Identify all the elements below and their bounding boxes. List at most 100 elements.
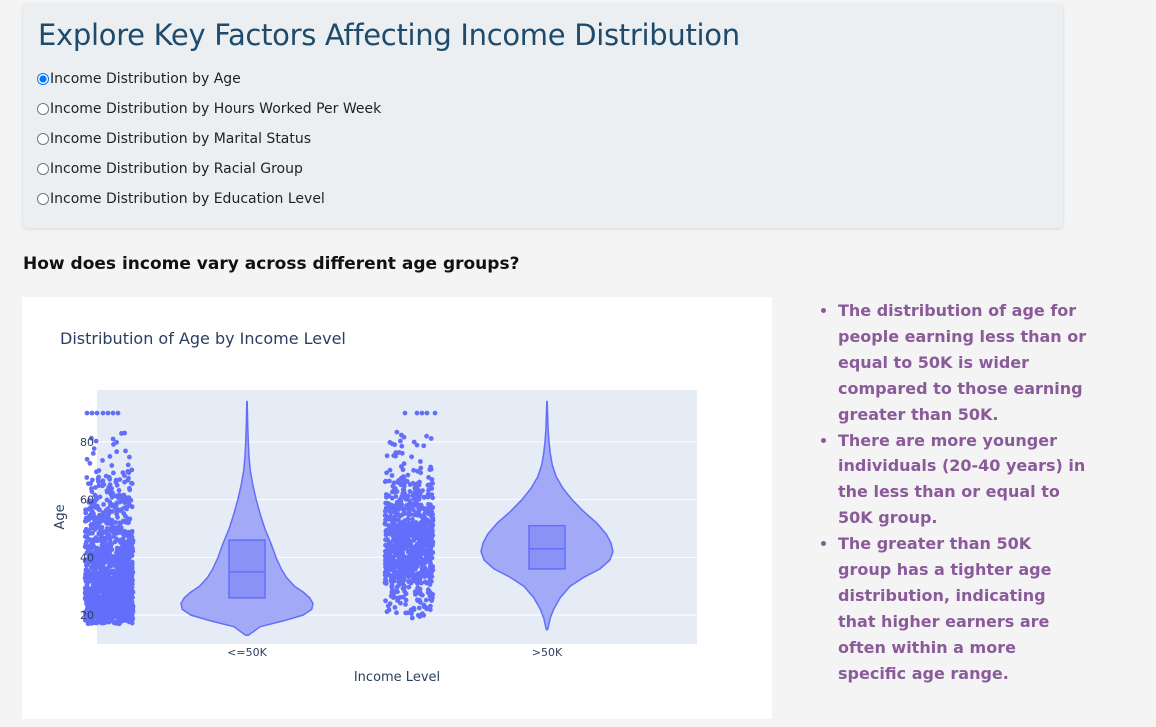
data-point bbox=[89, 486, 94, 491]
data-point bbox=[103, 473, 109, 479]
radio-option-age[interactable]: Income Distribution by Age bbox=[37, 69, 241, 89]
data-point bbox=[99, 598, 105, 604]
data-point bbox=[127, 550, 133, 556]
radio-option-hours[interactable]: Income Distribution by Hours Worked Per … bbox=[37, 99, 381, 119]
data-point bbox=[393, 512, 399, 518]
data-point bbox=[95, 612, 101, 618]
data-point bbox=[122, 562, 128, 568]
data-point bbox=[127, 454, 132, 460]
data-point bbox=[420, 563, 425, 569]
data-point bbox=[403, 597, 409, 603]
data-point bbox=[401, 478, 406, 484]
radio-button-age[interactable] bbox=[37, 73, 49, 85]
data-point bbox=[115, 587, 120, 593]
data-point bbox=[130, 578, 135, 583]
data-point bbox=[83, 526, 89, 532]
radio-button-race[interactable] bbox=[37, 163, 49, 175]
data-point bbox=[429, 574, 435, 579]
radio-button-hours[interactable] bbox=[37, 103, 49, 115]
data-point bbox=[423, 597, 429, 603]
data-point bbox=[109, 463, 115, 468]
data-point bbox=[396, 583, 401, 588]
data-point bbox=[422, 579, 428, 585]
data-point bbox=[405, 516, 411, 522]
data-point bbox=[110, 410, 116, 416]
data-point bbox=[395, 589, 400, 595]
data-point bbox=[383, 598, 388, 604]
radio-option-education[interactable]: Income Distribution by Education Level bbox=[37, 189, 325, 209]
data-point bbox=[397, 577, 403, 583]
data-point bbox=[383, 578, 389, 584]
data-point bbox=[90, 451, 96, 456]
data-point bbox=[427, 534, 433, 540]
data-point bbox=[429, 515, 435, 521]
data-point bbox=[413, 528, 419, 534]
data-point bbox=[394, 540, 400, 546]
radio-button-marital[interactable] bbox=[37, 133, 49, 145]
data-point bbox=[107, 454, 113, 459]
violin-chart[interactable]: Distribution of Age by Income Level 20 40… bbox=[22, 297, 772, 719]
radio-option-race[interactable]: Income Distribution by Racial Group bbox=[37, 159, 303, 179]
data-point bbox=[392, 532, 398, 538]
data-point bbox=[419, 410, 425, 416]
radio-label-race: Income Distribution by Racial Group bbox=[50, 161, 303, 177]
data-point bbox=[397, 497, 403, 503]
radio-label-education: Income Distribution by Education Level bbox=[50, 191, 325, 207]
data-point bbox=[95, 520, 101, 525]
data-point bbox=[392, 528, 398, 534]
data-point bbox=[418, 592, 424, 597]
data-point bbox=[125, 613, 130, 619]
data-point bbox=[108, 553, 113, 558]
data-point bbox=[129, 562, 135, 568]
data-point bbox=[109, 570, 114, 576]
data-point bbox=[414, 410, 420, 416]
data-point bbox=[106, 589, 111, 595]
data-point bbox=[88, 593, 94, 599]
data-point bbox=[382, 521, 388, 526]
data-point bbox=[89, 585, 95, 591]
radio-label-hours: Income Distribution by Hours Worked Per … bbox=[50, 101, 382, 117]
data-point bbox=[407, 489, 413, 494]
radio-option-marital[interactable]: Income Distribution by Marital Status bbox=[37, 129, 311, 149]
data-point bbox=[101, 608, 107, 614]
data-point bbox=[402, 541, 407, 547]
data-point bbox=[90, 477, 95, 483]
data-point bbox=[110, 490, 115, 496]
data-point bbox=[392, 550, 398, 556]
data-point bbox=[396, 450, 402, 455]
data-point bbox=[100, 568, 106, 574]
data-point bbox=[410, 570, 415, 576]
data-point bbox=[119, 507, 124, 512]
y-tick-label: 60 bbox=[80, 494, 94, 507]
box-iqr bbox=[528, 524, 566, 570]
data-point bbox=[114, 511, 119, 517]
data-point bbox=[415, 598, 421, 603]
data-point bbox=[393, 450, 399, 455]
data-point bbox=[119, 574, 125, 580]
data-point bbox=[84, 475, 90, 480]
data-point bbox=[114, 449, 120, 455]
violins bbox=[180, 400, 614, 637]
x-tick-labels: <=50K >50K bbox=[227, 646, 563, 659]
data-point bbox=[102, 591, 108, 597]
data-point bbox=[109, 547, 115, 552]
data-point bbox=[413, 592, 418, 597]
data-point bbox=[418, 459, 423, 464]
data-point bbox=[405, 532, 411, 537]
factor-selector-panel: Explore Key Factors Affecting Income Dis… bbox=[23, 4, 1063, 228]
data-point bbox=[416, 605, 422, 611]
data-point bbox=[426, 487, 431, 493]
data-point bbox=[385, 570, 390, 576]
x-tick-label: >50K bbox=[532, 646, 563, 659]
data-point bbox=[421, 604, 427, 610]
data-point bbox=[417, 479, 422, 485]
data-point bbox=[91, 446, 97, 451]
data-point bbox=[427, 607, 433, 613]
data-point bbox=[122, 479, 127, 485]
data-point bbox=[123, 540, 128, 545]
data-point bbox=[114, 536, 120, 542]
data-point bbox=[113, 613, 118, 618]
radio-button-education[interactable] bbox=[37, 193, 49, 205]
data-point bbox=[427, 582, 433, 587]
data-point bbox=[409, 611, 414, 616]
